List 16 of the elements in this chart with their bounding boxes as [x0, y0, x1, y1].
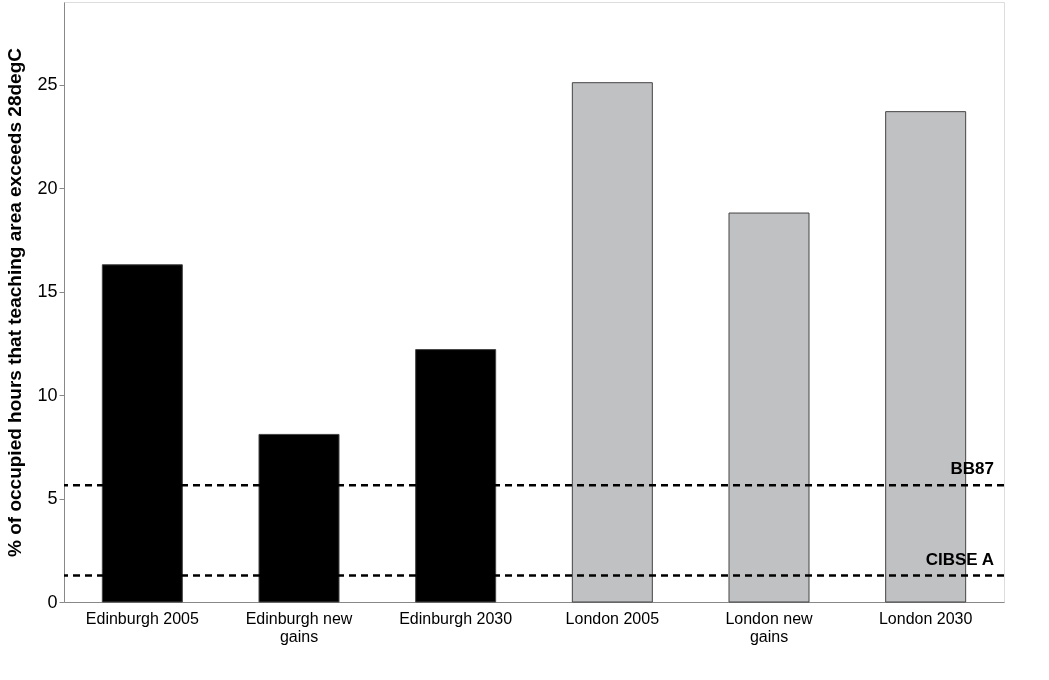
y-tick-label: 15 [37, 281, 58, 302]
y-tick-label: 20 [37, 177, 58, 198]
x-tick-label: Edinburgh 2005 [85, 609, 199, 627]
x-tick-label: Edinburgh 2030 [399, 609, 513, 627]
x-tick-label: London 2005 [565, 609, 660, 627]
bar [728, 212, 810, 603]
y-axis-title: % of occupied hours that teaching area exceeds 28degC [4, 47, 26, 557]
ref-line-label: CIBSE A [925, 549, 994, 569]
x-tick-label: Edinburgh new gains [245, 609, 353, 645]
y-tick-label: 5 [47, 488, 58, 509]
bar [571, 82, 653, 603]
x-tick-label: London 2030 [878, 609, 973, 627]
y-tick-label: 0 [47, 591, 58, 612]
y-tick-label: 25 [37, 74, 58, 95]
y-tick-label: 10 [37, 384, 58, 405]
x-tick-label: London new gains [725, 609, 814, 645]
